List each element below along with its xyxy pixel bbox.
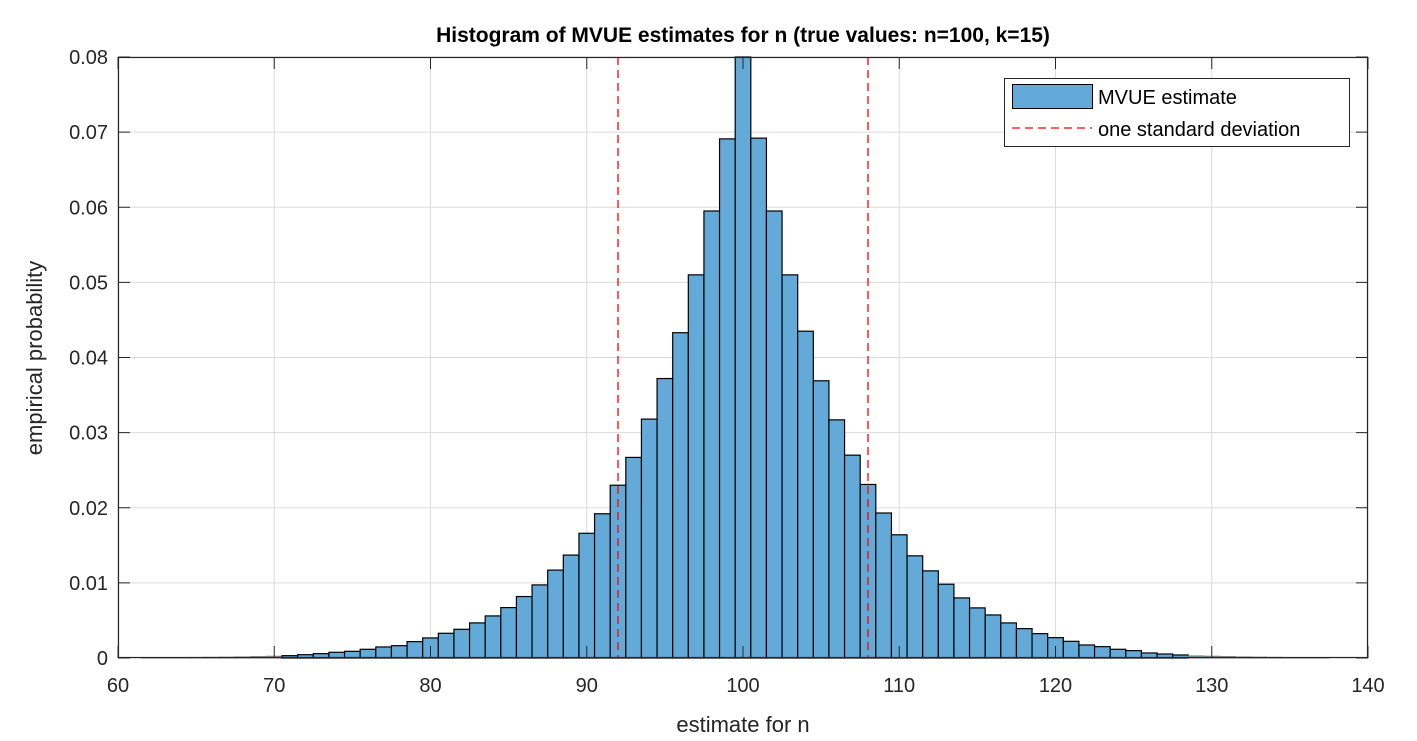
y-tick-label: 0.08 <box>69 47 108 69</box>
histogram-bar <box>1125 650 1143 659</box>
y-tick-label: 0.03 <box>69 423 108 445</box>
histogram-bar <box>578 532 596 659</box>
histogram-bar <box>359 648 377 659</box>
x-tick-label: 70 <box>263 675 285 697</box>
histogram-bar <box>1015 628 1033 659</box>
histogram-bar <box>375 646 393 659</box>
histogram-bar <box>968 607 986 659</box>
histogram-bar <box>656 377 674 659</box>
histogram-bar <box>625 456 643 659</box>
histogram-bar <box>937 583 955 659</box>
histogram-bar <box>812 380 830 659</box>
histogram-bar <box>750 137 768 659</box>
legend-swatch-histogram <box>1012 84 1093 109</box>
x-tick-label: 80 <box>419 675 441 697</box>
x-tick-label: 130 <box>1195 675 1228 697</box>
histogram-bar <box>500 606 518 659</box>
legend-label-std: one standard deviation <box>1098 119 1300 141</box>
y-tick-label: 0.07 <box>69 122 108 144</box>
y-axis-label: empirical probability <box>22 261 47 455</box>
histogram-bar <box>781 274 799 659</box>
histogram-bar <box>703 210 721 659</box>
y-tick-label: 0.05 <box>69 272 108 294</box>
histogram-bar <box>797 330 814 659</box>
histogram-bar <box>672 332 689 659</box>
histogram-bar <box>515 595 533 659</box>
histogram-bar <box>640 418 658 659</box>
histogram-bar <box>922 570 939 659</box>
y-tick-label: 0.01 <box>69 573 108 595</box>
x-tick-label: 100 <box>726 675 759 697</box>
histogram-bar <box>484 615 502 659</box>
histogram-bar <box>890 534 908 659</box>
x-tick-label: 140 <box>1351 675 1384 697</box>
legend-label-histogram: MVUE estimate <box>1098 87 1237 109</box>
y-tick-labels: 0 0.01 0.02 0.03 0.04 0.05 0.06 0.07 0.08 <box>69 47 108 670</box>
x-tick-label: 110 <box>883 675 915 697</box>
histogram-bar <box>765 210 783 659</box>
histogram-bar <box>984 614 1002 659</box>
histogram-bar <box>390 645 408 659</box>
histogram-bar <box>1062 640 1080 659</box>
y-tick-label: 0.06 <box>69 197 108 219</box>
y-tick-label: 0.02 <box>69 498 108 520</box>
histogram-bar <box>734 56 752 659</box>
histogram-bar <box>687 274 705 659</box>
histogram-bar <box>828 419 846 659</box>
histogram-bar <box>593 513 611 659</box>
std-lines <box>617 57 869 658</box>
histogram-bar <box>1031 633 1049 659</box>
histogram-bar <box>953 597 971 659</box>
histogram-bar <box>437 632 455 659</box>
x-tick-label: 90 <box>576 675 598 697</box>
x-tick-labels: 60 70 80 90 100 110 120 130 140 <box>107 675 1385 697</box>
histogram-bar <box>875 512 893 659</box>
legend: MVUE estimate one standard deviation <box>1004 78 1350 147</box>
histogram-bar <box>1078 644 1096 659</box>
histogram-bar <box>453 628 471 659</box>
histogram-bar <box>562 554 580 659</box>
bars <box>140 56 1330 659</box>
chart-title: Histogram of MVUE estimates for n (true … <box>436 24 1050 47</box>
axes <box>117 56 1369 659</box>
y-tick-label: 0.04 <box>69 348 108 370</box>
histogram-bar <box>531 584 549 659</box>
histogram-bar <box>906 555 924 659</box>
histogram-bar <box>1109 648 1127 659</box>
histogram-bar <box>406 641 424 659</box>
x-axis-label: estimate for n <box>676 712 809 737</box>
histogram-bar <box>843 454 861 659</box>
histogram-bar <box>1000 622 1018 659</box>
x-tick-label: 120 <box>1039 675 1072 697</box>
y-tick-label: 0 <box>97 648 108 670</box>
histogram-bar <box>1093 646 1111 659</box>
histogram-bar <box>547 569 564 659</box>
x-tick-label: 60 <box>107 675 129 697</box>
histogram-bar <box>718 138 736 659</box>
histogram-bar <box>468 622 486 659</box>
